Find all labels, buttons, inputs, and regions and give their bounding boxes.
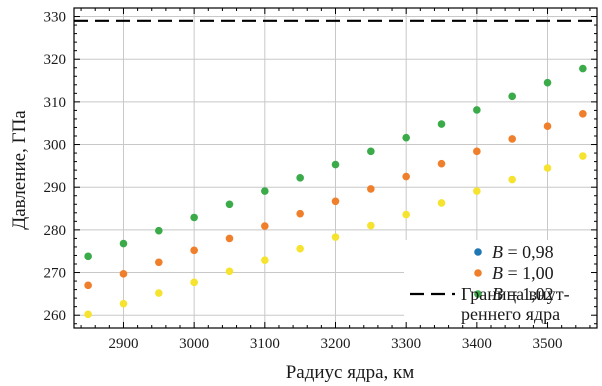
data-point-series-3 [402,210,410,219]
data-points [84,64,587,319]
legend-variable: B [492,242,503,262]
data-point-series-1 [473,147,481,156]
data-point-series-3 [84,310,92,319]
data-point-series-2 [155,226,163,235]
data-point-series-1 [367,185,375,193]
legend-marker-series-1 [474,269,482,277]
data-point-series-1 [225,234,234,243]
data-point-series-1 [190,246,198,255]
data-point-series-1 [296,209,304,218]
data-point-series-2 [508,92,516,101]
data-point-series-1 [437,159,446,168]
x-tick-label: 3400 [462,336,492,352]
x-axis-title: Радиус ядра, км [286,362,415,383]
data-point-series-2 [473,106,481,114]
data-point-series-2 [331,160,340,169]
y-tick-label: 320 [44,52,67,68]
x-tick-label: 2900 [108,336,138,352]
data-point-series-2 [437,120,446,128]
data-point-series-2 [579,64,587,73]
data-point-series-3 [225,267,234,276]
y-tick-label: 310 [44,95,67,111]
data-point-series-3 [261,256,269,264]
legend-equation: = 1,00 [503,263,554,283]
data-point-series-3 [579,152,587,160]
x-tick-label: 3000 [179,336,209,352]
data-point-series-2 [84,252,92,261]
data-point-series-3 [331,233,340,241]
x-tick-label: 3200 [321,336,351,352]
data-point-series-2 [543,78,552,87]
data-point-series-1 [402,172,410,181]
data-point-series-1 [155,258,163,267]
data-point-series-3 [473,187,481,195]
data-point-series-2 [225,200,234,209]
data-point-series-2 [190,213,198,222]
data-point-series-1 [84,281,92,290]
axis-ticks: 2900 3000 3100 3200 3300 3400 3500 260 270 280 290… [44,7,597,352]
legend-equation: = 1,02 [503,284,554,304]
y-tick-label: 260 [44,308,67,324]
data-point-series-3 [119,299,128,308]
data-point-series-3 [367,221,375,230]
data-point-series-1 [331,197,340,206]
legend-label-series-0: B = 0,98 [492,242,554,262]
data-point-series-1 [261,222,269,230]
data-point-series-1 [543,122,552,130]
y-tick-label: 330 [44,10,67,26]
data-point-series-2 [296,174,304,182]
legend-equation: = 0,98 [503,242,554,262]
legend-marker-series-2 [474,290,482,298]
data-point-series-1 [579,110,587,118]
data-point-series-2 [402,133,410,142]
data-point-series-1 [119,270,128,278]
legend-boundary-label-line2: реннего ядра [461,304,560,324]
data-point-series-3 [543,164,552,172]
legend-label-series-2: B = 1,02 [492,284,554,304]
y-tick-label: 290 [44,180,67,196]
data-point-series-3 [296,244,304,253]
legend-variable: B [492,263,503,283]
legend-background [404,240,594,326]
y-axis-title: Давление, ГПа [9,110,30,230]
legend-variable: B [492,284,503,304]
data-point-series-2 [119,239,128,248]
data-point-series-3 [190,278,198,287]
x-tick-label: 3100 [250,336,280,352]
data-point-series-1 [508,135,516,143]
y-tick-label: 280 [44,223,67,239]
data-point-series-2 [261,187,269,195]
grid [74,8,597,328]
legend-label-series-1: B = 1,00 [492,263,554,283]
x-tick-label: 3500 [533,336,563,352]
data-point-series-3 [508,175,516,184]
data-point-series-3 [155,289,163,297]
legend-marker-series-0 [474,248,482,256]
data-point-series-2 [367,147,375,156]
y-tick-label: 270 [44,266,67,282]
legend-boundary-label-line1: Граница внут- [461,284,570,304]
y-tick-label: 300 [44,138,67,154]
x-tick-label: 3300 [391,336,421,352]
data-point-series-3 [437,199,446,207]
